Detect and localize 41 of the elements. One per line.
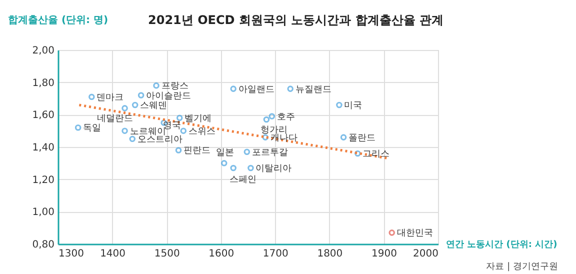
annotation: 스페인: [229, 175, 256, 186]
annotation: 덴마크: [96, 92, 124, 103]
annotation: 일본: [216, 148, 234, 158]
x-tick-label: 1700: [262, 248, 288, 260]
annotation: 핀란드: [184, 146, 211, 156]
annotation: 캐나다: [270, 133, 298, 144]
annotation: 폴란드: [348, 133, 376, 144]
annotation: 벨기에: [184, 114, 212, 124]
y-tick-label: 1,00: [32, 207, 54, 218]
x-tick-label: 1800: [317, 248, 343, 260]
annotation: 미국: [344, 100, 362, 111]
x-tick-label: 1900: [371, 248, 397, 260]
annotation: 프랑스: [161, 82, 188, 92]
y-axis-title: 합계출산율 (단위: 명): [8, 15, 108, 26]
chart-title: 2021년 OECD 회원국의 노동시간과 합계출산율 관계: [148, 13, 444, 27]
annotation: 아일랜드: [238, 84, 274, 95]
y-tick-label: 1,40: [32, 142, 54, 154]
annotation: 호주: [276, 112, 295, 122]
x-axis-title: 연간 노동시간 (단위: 시간): [446, 240, 558, 250]
x-tick-label: 1400: [100, 248, 126, 260]
annotation: 이탈리아: [256, 164, 292, 174]
annotation: 대한민국: [396, 228, 433, 239]
annotation: 포르투갈: [252, 148, 288, 158]
annotation: 스웨덴: [140, 100, 168, 111]
annotation: 네덜란드: [96, 114, 133, 124]
annotation: 스위스: [188, 126, 216, 137]
x-tick-label: 1500: [154, 248, 180, 260]
annotation: 오스트리아: [137, 134, 182, 145]
x-tick-label: 2000: [413, 248, 438, 260]
text: 자료 | 경기연구원: [486, 262, 558, 272]
y-tick-label: 1,20: [32, 174, 54, 186]
x-tick-label: 1300: [58, 248, 84, 260]
annotation: 아이슬란드: [146, 91, 192, 102]
y-tick-label: 1,80: [32, 78, 54, 89]
y-tick-label: 0,80: [32, 240, 54, 250]
y-tick-label: 1,60: [32, 110, 54, 122]
annotation: 독일: [83, 124, 102, 134]
annotation: 그리스: [362, 149, 390, 160]
annotation: 뉴질랜드: [295, 84, 332, 95]
x-tick-label: 1600: [208, 248, 234, 260]
y-tick-label: 2,00: [32, 46, 54, 56]
